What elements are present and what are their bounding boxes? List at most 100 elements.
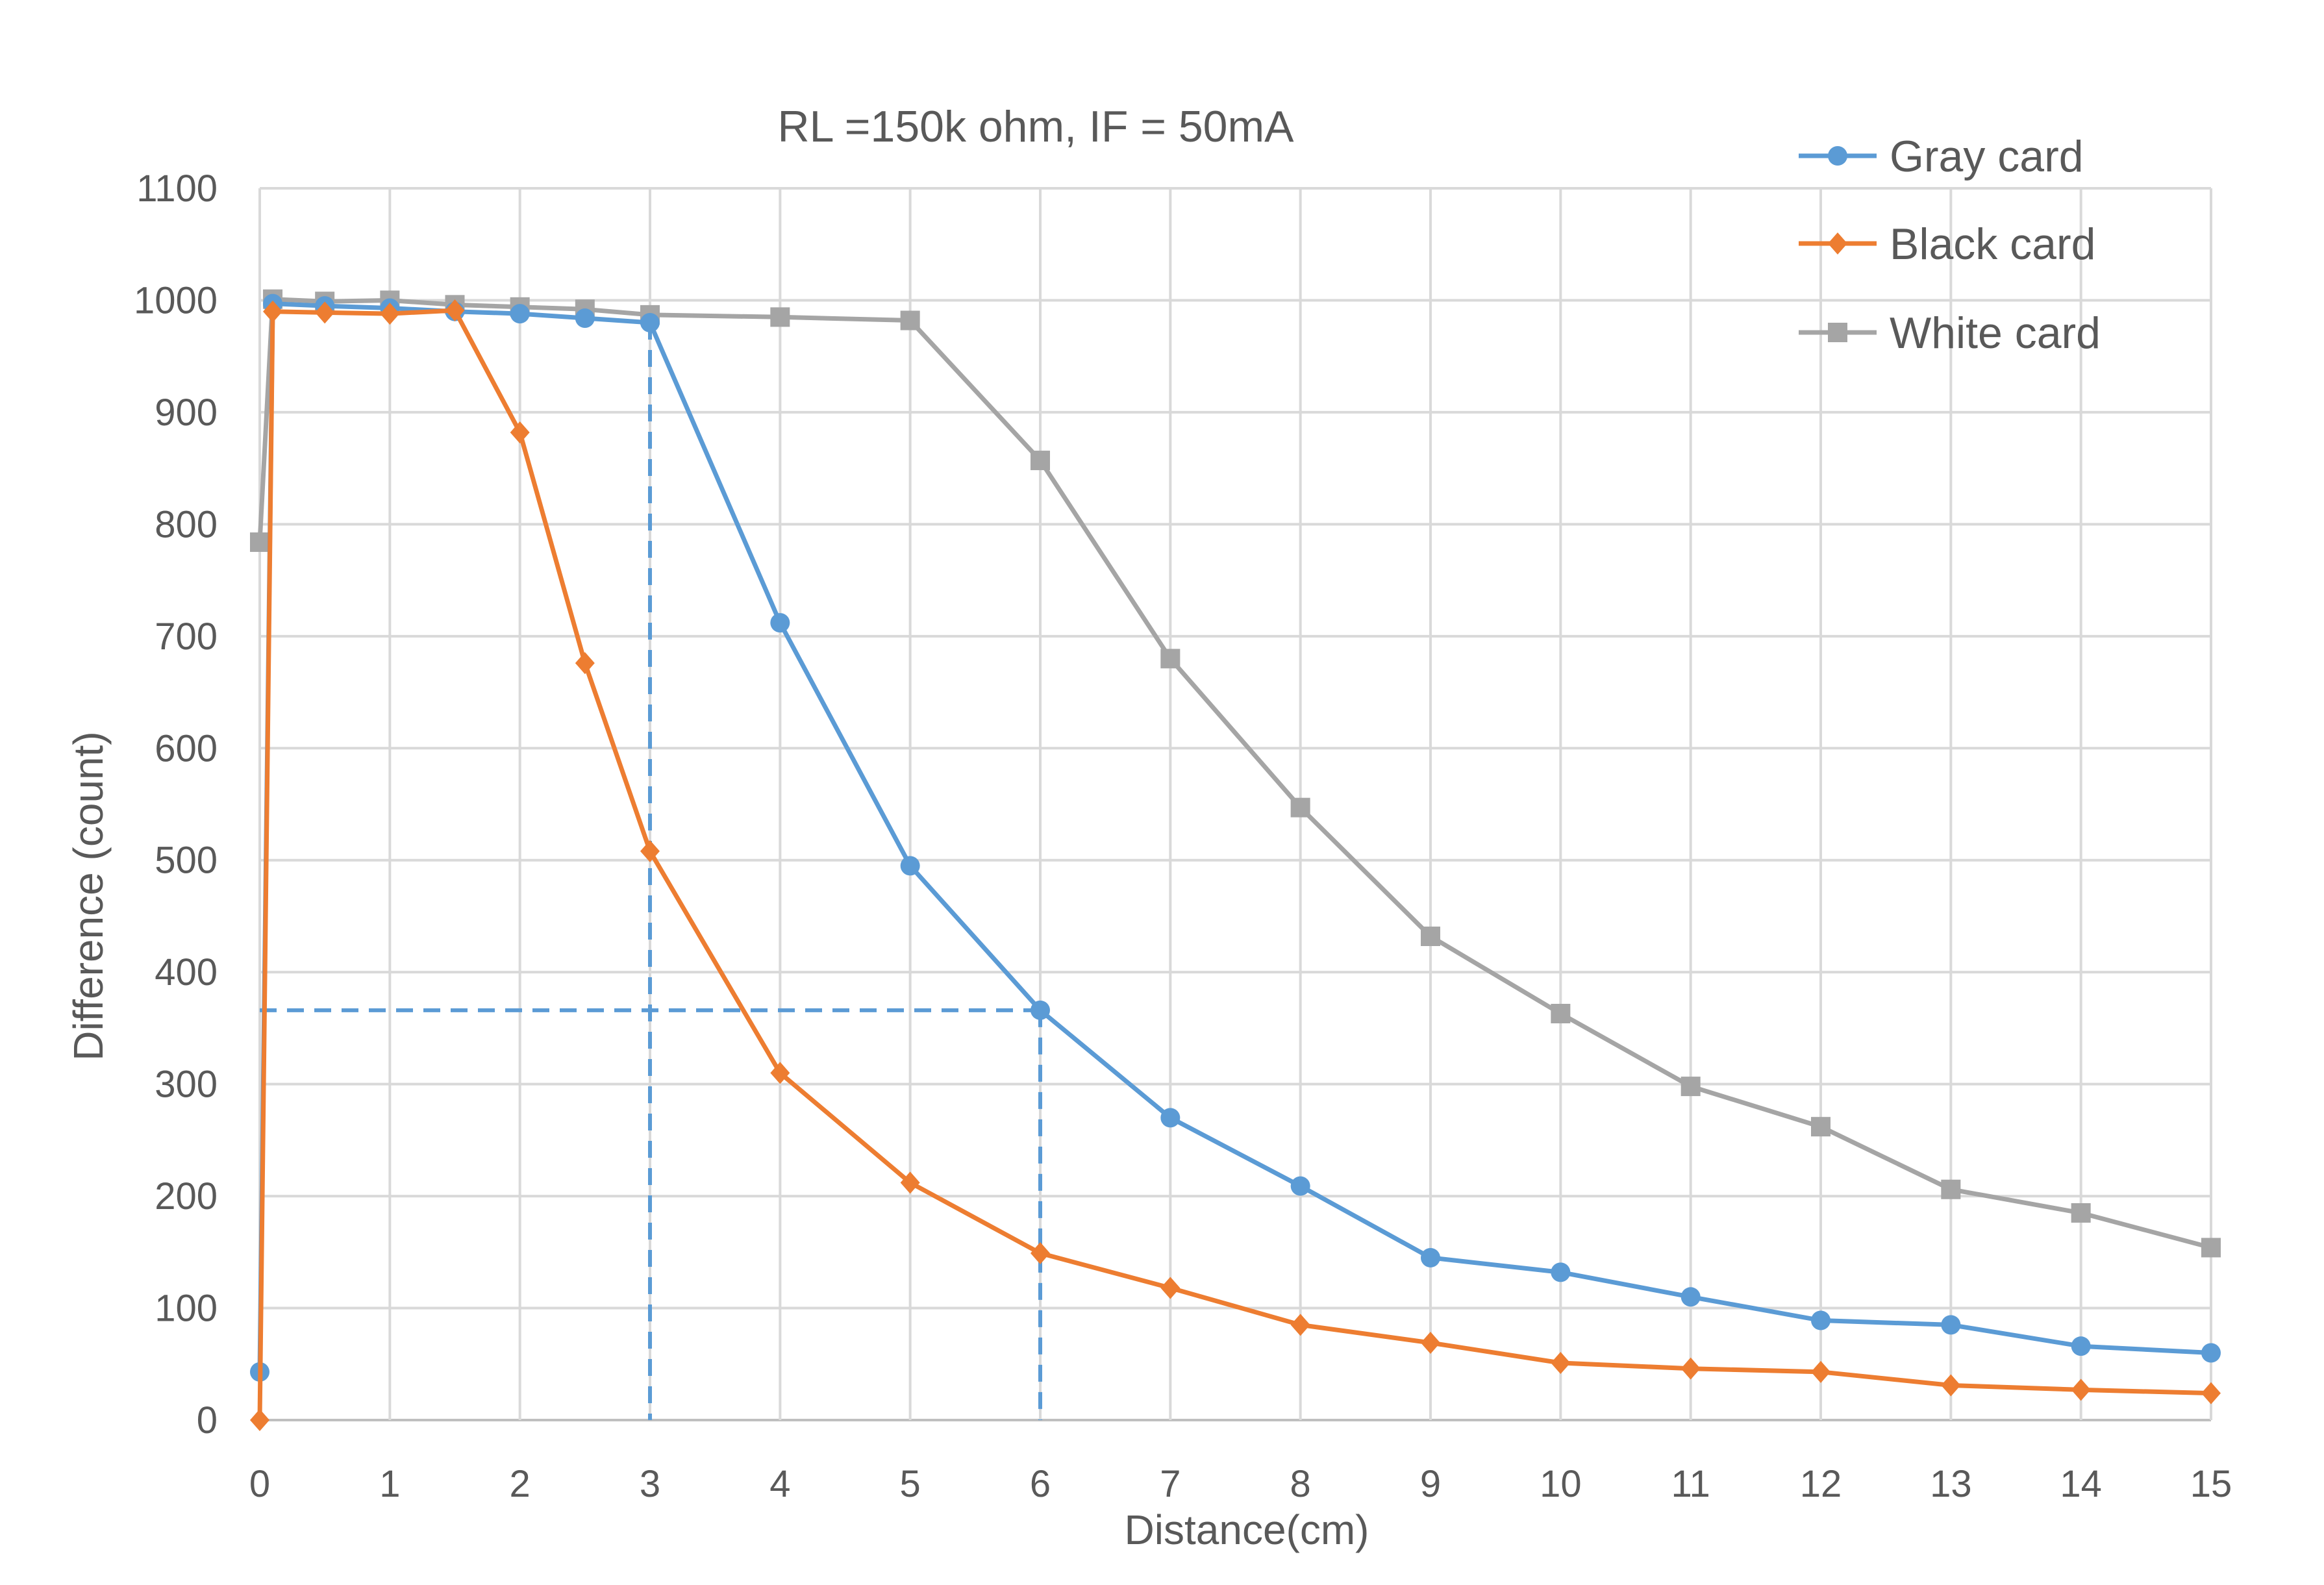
x-tick-label: 4	[769, 1463, 790, 1505]
x-tick-label: 12	[1800, 1463, 1842, 1505]
data-point-gray-card	[1551, 1262, 1571, 1282]
legend-marker	[1828, 232, 1847, 255]
data-point-white-card	[1290, 797, 1310, 817]
series-line-black-card	[257, 308, 2212, 1421]
data-point-black-card	[445, 299, 465, 321]
data-point-gray-card	[1160, 1108, 1181, 1128]
data-point-black-card	[575, 652, 595, 675]
y-tick-label: 300	[155, 1064, 218, 1106]
data-point-black-card	[380, 303, 400, 325]
data-point-black-card	[510, 421, 530, 443]
y-tick-label: 200	[155, 1175, 218, 1217]
legend-label: Black card	[1890, 219, 2095, 269]
data-point-white-card	[900, 310, 920, 331]
data-point-gray-card	[1811, 1310, 1830, 1330]
legend-marker	[1828, 146, 1847, 166]
data-point-gray-card	[510, 304, 530, 324]
x-tick-label: 3	[640, 1463, 660, 1505]
data-point-black-card	[1681, 1357, 1701, 1380]
data-point-black-card	[2201, 1382, 2221, 1404]
data-point-black-card	[1941, 1374, 1961, 1397]
x-tick-label: 10	[1540, 1463, 1582, 1505]
grid	[258, 187, 2212, 1421]
x-tick-label: 13	[1930, 1463, 1972, 1505]
x-tick-label: 6	[1030, 1463, 1051, 1505]
data-point-white-card	[2071, 1203, 2091, 1223]
data-point-gray-card	[770, 613, 790, 633]
data-point-black-card	[1290, 1314, 1310, 1336]
legend-item-black-card: Black card	[1799, 219, 2095, 269]
y-tick-label: 1100	[136, 168, 218, 210]
x-tick-label: 0	[249, 1463, 270, 1505]
x-tick-label: 15	[2190, 1463, 2232, 1505]
data-point-black-card	[1551, 1352, 1571, 1375]
series-white-card	[250, 289, 2221, 1258]
legend-item-gray-card: Gray card	[1799, 132, 2084, 181]
data-point-gray-card	[2071, 1336, 2091, 1356]
y-tick-label: 800	[155, 503, 218, 545]
data-point-white-card	[770, 307, 790, 327]
y-tick-label: 400	[155, 951, 218, 993]
data-point-black-card	[1160, 1277, 1181, 1299]
x-axis-label: Distance(cm)	[1125, 1506, 1369, 1553]
y-axis-label: Difference (count)	[65, 731, 112, 1061]
data-point-white-card	[2201, 1238, 2221, 1258]
x-tick-label: 14	[2060, 1463, 2102, 1505]
data-point-white-card	[1031, 451, 1050, 471]
data-point-black-card	[250, 1409, 269, 1431]
y-tick-label: 700	[155, 616, 218, 658]
legend-label: Gray card	[1890, 132, 2084, 181]
data-point-gray-card	[1421, 1247, 1440, 1267]
data-point-gray-card	[1681, 1287, 1701, 1307]
data-point-white-card	[1421, 926, 1440, 946]
x-tick-label: 5	[900, 1463, 921, 1505]
y-tick-label: 0	[197, 1399, 218, 1441]
legend: Gray card Black card White card	[1799, 132, 2101, 358]
x-tick-label: 1	[379, 1463, 400, 1505]
data-point-black-card	[640, 840, 660, 862]
data-point-white-card	[250, 532, 269, 552]
data-point-black-card	[2071, 1379, 2091, 1401]
series-line-white-card	[257, 297, 2212, 1250]
data-point-gray-card	[575, 308, 595, 329]
data-point-gray-card	[1290, 1176, 1310, 1196]
data-point-gray-card	[900, 856, 920, 876]
legend-label: White card	[1890, 308, 2101, 358]
series-line-gray-card	[257, 301, 2212, 1372]
data-point-white-card	[1551, 1003, 1571, 1023]
x-tick-label: 9	[1420, 1463, 1441, 1505]
reference-lines	[260, 322, 1042, 1420]
data-point-black-card	[770, 1062, 790, 1084]
series-gray-card	[250, 293, 2221, 1382]
data-point-black-card	[900, 1171, 920, 1194]
y-tick-label: 600	[155, 727, 218, 769]
data-point-black-card	[1421, 1332, 1440, 1354]
data-point-white-card	[1160, 649, 1181, 669]
data-point-white-card	[1941, 1179, 1961, 1199]
x-tick-label: 11	[1671, 1463, 1710, 1505]
y-tick-label: 100	[155, 1288, 218, 1330]
data-point-black-card	[1031, 1242, 1050, 1265]
y-tick-label: 1000	[134, 279, 218, 321]
chart-title: RL =150k ohm, IF = 50mA	[778, 102, 1295, 151]
series	[250, 289, 2221, 1431]
data-point-gray-card	[640, 312, 660, 332]
data-point-white-card	[1811, 1117, 1830, 1137]
legend-item-white-card: White card	[1799, 308, 2101, 358]
data-point-black-card	[1811, 1360, 1830, 1383]
legend-marker	[1828, 323, 1847, 342]
y-tick-label: 900	[155, 392, 218, 434]
data-point-black-card	[263, 300, 283, 323]
data-point-gray-card	[2201, 1343, 2221, 1363]
data-point-white-card	[1681, 1077, 1701, 1097]
data-point-gray-card	[1941, 1315, 1961, 1335]
data-point-black-card	[315, 301, 335, 324]
data-point-gray-card	[1031, 1000, 1050, 1020]
x-tick-label: 2	[510, 1463, 531, 1505]
y-tick-label: 500	[155, 840, 218, 882]
series-black-card	[250, 299, 2221, 1431]
x-tick-label: 7	[1160, 1463, 1181, 1505]
